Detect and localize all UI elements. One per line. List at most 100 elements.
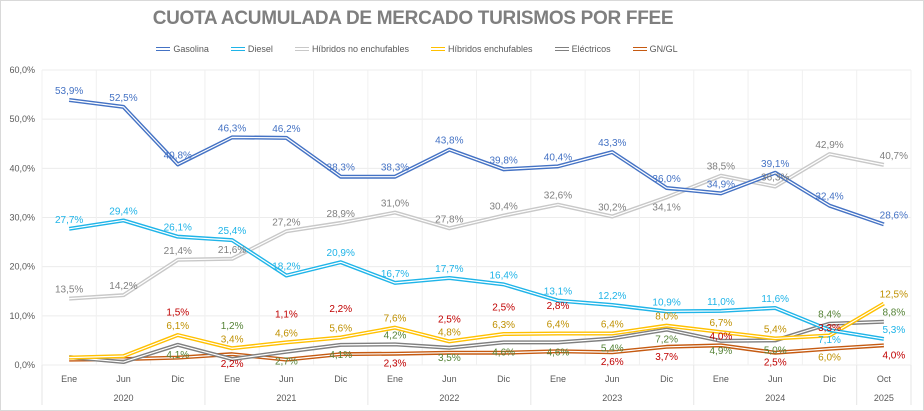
- data-label: 36,3%: [761, 173, 789, 184]
- data-label: 13,5%: [55, 285, 83, 296]
- data-label: 2,6%: [601, 357, 624, 368]
- data-label: 8,0%: [655, 312, 678, 323]
- data-label: 2,5%: [764, 358, 787, 369]
- data-label: 4,8%: [438, 327, 461, 338]
- data-label: 4,0%: [710, 331, 733, 342]
- data-label: 16,4%: [489, 270, 517, 281]
- data-label: 16,7%: [381, 269, 409, 280]
- x-tick-label: Jun: [605, 374, 620, 384]
- data-label: 4,9%: [710, 346, 733, 357]
- legend-item: Diesel: [230, 44, 273, 54]
- data-label: 3,3%: [818, 323, 841, 334]
- x-tick-label: Jun: [116, 374, 131, 384]
- y-tick-label: 20,0%: [9, 262, 35, 272]
- series-line-inner-hibridos-enchufables: [69, 303, 885, 359]
- data-label: 12,2%: [598, 291, 626, 302]
- legend-label: Diesel: [247, 44, 273, 54]
- x-tick-label: Dic: [823, 374, 836, 384]
- data-label: 3,4%: [221, 334, 244, 345]
- data-label: 34,9%: [707, 179, 735, 190]
- data-label: 4,6%: [275, 328, 298, 339]
- y-tick-label: 10,0%: [9, 311, 35, 321]
- legend-item: Híbridos no enchufables: [294, 44, 409, 54]
- data-label: 43,3%: [598, 138, 626, 149]
- legend-swatch: [156, 47, 171, 51]
- legend-swatch: [431, 47, 445, 51]
- data-label: 4,1%: [329, 350, 352, 361]
- data-label: 40,7%: [880, 151, 908, 162]
- data-label: 8,8%: [882, 308, 905, 319]
- data-label: 27,8%: [435, 214, 463, 225]
- data-label: 25,4%: [218, 226, 246, 237]
- series-line-inner-electricos: [69, 321, 884, 363]
- data-label: 30,2%: [598, 203, 626, 214]
- year-label: 2022: [439, 393, 459, 403]
- data-label: 2,5%: [492, 303, 515, 314]
- data-label: 4,2%: [384, 330, 407, 341]
- data-label: 26,1%: [164, 223, 192, 234]
- data-label: 7,2%: [655, 335, 678, 346]
- data-label: 21,6%: [218, 245, 246, 256]
- legend-item: Híbridos enchufables: [431, 44, 533, 54]
- series-line-inner-gasolina: [69, 99, 885, 225]
- legend-label: Eléctricos: [571, 44, 611, 54]
- data-label: 29,4%: [109, 206, 137, 217]
- data-label: 2,3%: [384, 359, 407, 370]
- data-label: 32,6%: [544, 191, 572, 202]
- year-label: 2024: [765, 393, 785, 403]
- data-label: 18,2%: [272, 262, 300, 273]
- data-label: 1,1%: [275, 310, 298, 321]
- data-label: 4,1%: [166, 350, 189, 361]
- x-tick-label: Jun: [442, 374, 457, 384]
- x-tick-label: Dic: [171, 374, 184, 384]
- year-label: 2021: [276, 393, 296, 403]
- data-label: 8,4%: [818, 310, 841, 321]
- chart-title: CUOTA ACUMULADA DE MERCADO TURISMOS POR …: [152, 8, 674, 29]
- data-label: 39,1%: [761, 159, 789, 170]
- data-label: 2,5%: [438, 315, 461, 326]
- x-tick-label: Dic: [660, 374, 673, 384]
- y-tick-label: 60,0%: [9, 65, 35, 75]
- data-label: 11,0%: [707, 297, 735, 308]
- data-label: 10,9%: [652, 297, 680, 308]
- legend-item: Gasolina: [156, 44, 209, 54]
- data-label: 7,6%: [384, 314, 407, 325]
- data-label: 27,2%: [272, 217, 300, 228]
- legend-label: GN/GL: [649, 44, 678, 54]
- data-label: 6,1%: [166, 321, 189, 332]
- legend-label: Gasolina: [173, 44, 209, 54]
- x-tick-label: Dic: [334, 374, 347, 384]
- data-label: 3,7%: [655, 352, 678, 363]
- data-label: 1,2%: [221, 321, 244, 332]
- data-label: 52,5%: [109, 93, 137, 104]
- data-label: 17,7%: [435, 264, 463, 275]
- data-label: 27,7%: [55, 215, 83, 226]
- legend-swatch: [230, 47, 245, 51]
- data-label: 32,4%: [815, 192, 843, 203]
- data-label: 5,4%: [601, 343, 624, 354]
- data-label: 30,4%: [489, 202, 517, 213]
- data-label: 4,0%: [882, 350, 905, 361]
- year-label: 2023: [602, 393, 622, 403]
- data-label: 40,4%: [544, 152, 572, 163]
- x-tick-label: Jun: [279, 374, 294, 384]
- data-label: 28,6%: [880, 210, 908, 221]
- data-label: 46,2%: [272, 124, 300, 135]
- x-tick-label: Dic: [497, 374, 510, 384]
- y-tick-label: 30,0%: [9, 213, 35, 223]
- y-tick-label: 40,0%: [9, 163, 35, 173]
- legend: Gasolina Diesel Híbridos no enchufables Híb…: [0, 44, 834, 54]
- data-label: 31,0%: [381, 199, 409, 210]
- data-label: 43,8%: [435, 136, 463, 147]
- data-label: 2,7%: [275, 357, 298, 368]
- data-label: 6,4%: [601, 320, 624, 331]
- x-tick-label: Ene: [61, 374, 77, 384]
- data-label: 39,8%: [489, 155, 517, 166]
- data-label: 14,2%: [109, 281, 137, 292]
- data-label: 7,1%: [818, 335, 841, 346]
- legend-item: Eléctricos: [554, 44, 611, 54]
- data-label: 12,5%: [880, 290, 908, 301]
- series-line-inner-diesel: [69, 219, 884, 340]
- data-label: 2,8%: [547, 301, 570, 312]
